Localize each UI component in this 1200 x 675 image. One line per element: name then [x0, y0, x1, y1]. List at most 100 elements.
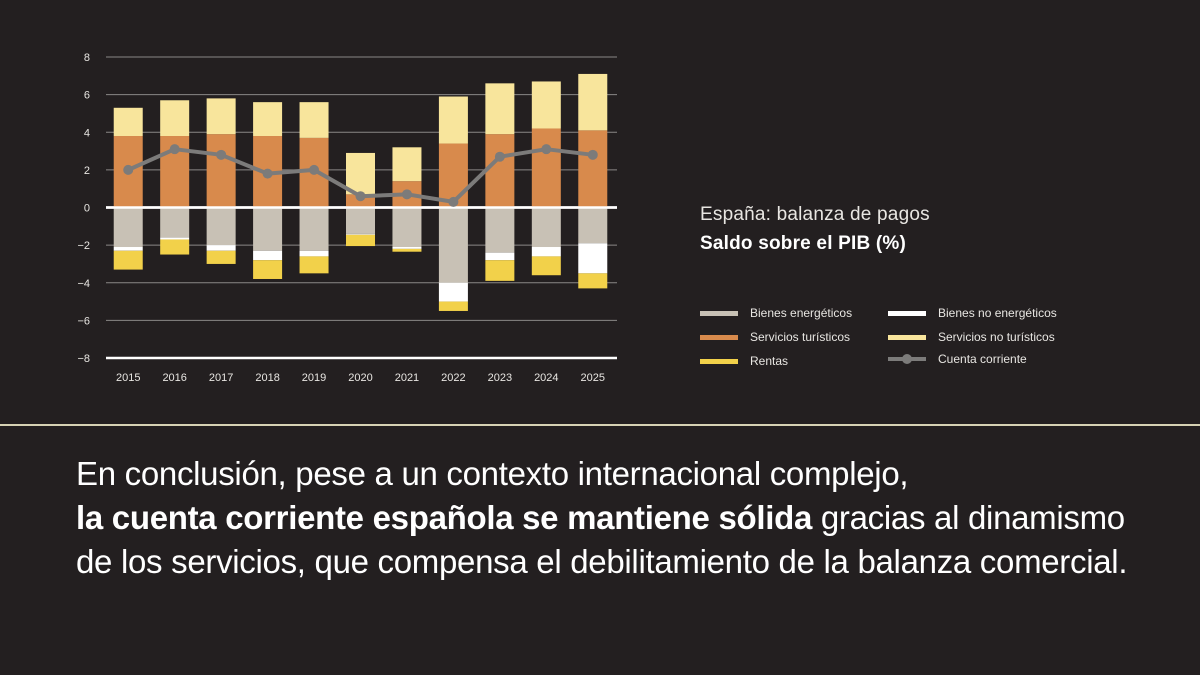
- chart-subtitle: Saldo sobre el PIB (%): [700, 233, 907, 254]
- bar-servicios-no-tur-sticos-2015: [113, 107, 143, 137]
- bar-bienes-energ-ticos-2025: [578, 207, 608, 244]
- bar-servicios-no-tur-sticos-2020: [346, 152, 375, 195]
- bar-rentas-2019: [299, 256, 329, 274]
- bar-servicios-no-tur-sticos-2018: [253, 102, 283, 137]
- bar-rentas-2021: [392, 248, 422, 252]
- bar-servicios-no-tur-sticos-2022: [438, 96, 468, 144]
- conclusion-part1: En conclusión, pese a un contexto intern…: [76, 455, 909, 492]
- x-tick-label: 2023: [488, 372, 512, 384]
- point-cuenta-corriente-2018: [262, 168, 273, 179]
- y-tick-label: −6: [77, 315, 90, 327]
- legend-swatch: [888, 334, 926, 340]
- bar-bienes-no-energ-ticos-2017: [206, 245, 236, 251]
- conclusion-text: En conclusión, pese a un contexto intern…: [76, 452, 1156, 584]
- y-tick-label: −2: [77, 240, 90, 252]
- legend-label: Cuenta corriente: [938, 352, 1027, 366]
- x-tick-label: 2019: [302, 372, 326, 384]
- bar-servicios-no-tur-sticos-2025: [578, 73, 608, 131]
- bar-rentas-2023: [485, 260, 515, 281]
- point-cuenta-corriente-2021: [401, 189, 412, 200]
- bar-servicios-tur-sticos-2017: [206, 134, 236, 208]
- bar-servicios-tur-sticos-2022: [438, 143, 468, 208]
- legend-item-servicios-turisticos: Servicios turísticos: [700, 330, 850, 344]
- legend-line-swatch: [888, 354, 926, 364]
- bar-servicios-no-tur-sticos-2024: [531, 81, 561, 129]
- legend-item-cuenta-corriente: Cuenta corriente: [888, 352, 1027, 366]
- legend-label: Rentas: [750, 354, 789, 368]
- bar-servicios-tur-sticos-2025: [578, 130, 608, 208]
- bar-bienes-no-energ-ticos-2016: [160, 237, 190, 240]
- separator-line: [0, 424, 1200, 426]
- balance-chart: 8 6 4 2 0 −2 −4 −6 −8 2015 2016 2017 2018 2019 2020 202…: [77, 52, 617, 384]
- bar-servicios-no-tur-sticos-2019: [299, 102, 329, 138]
- bar-rentas-2016: [160, 239, 190, 255]
- point-cuenta-corriente-2020: [355, 191, 366, 202]
- bar-rentas-2024: [531, 256, 561, 276]
- y-tick-label: −8: [77, 353, 90, 365]
- bar-bienes-energ-ticos-2017: [206, 207, 236, 246]
- y-tick-label: 0: [84, 203, 90, 215]
- x-tick-label: 2024: [534, 372, 558, 384]
- bar-rentas-2017: [206, 250, 236, 264]
- x-tick-label: 2020: [348, 372, 372, 384]
- bar-bienes-energ-ticos-2016: [160, 207, 190, 238]
- legend-swatch: [700, 310, 738, 316]
- bar-rentas-2025: [578, 273, 608, 289]
- bar-bienes-no-energ-ticos-2018: [253, 250, 283, 261]
- x-tick-label: 2016: [162, 372, 186, 384]
- legend-label: Bienes energéticos: [750, 306, 853, 320]
- bar-bienes-no-energ-ticos-2022: [438, 282, 468, 302]
- legend-swatch: [700, 334, 738, 340]
- bar-bienes-no-energ-ticos-2019: [299, 250, 329, 257]
- bar-rentas-2018: [253, 260, 283, 279]
- bar-bienes-energ-ticos-2015: [113, 207, 143, 248]
- y-tick-label: 6: [84, 90, 90, 102]
- bar-bienes-energ-ticos-2018: [253, 207, 283, 251]
- x-tick-label: 2018: [255, 372, 279, 384]
- y-tick-label: 2: [84, 165, 90, 177]
- bar-bienes-no-energ-ticos-2015: [113, 247, 143, 251]
- bar-servicios-no-tur-sticos-2021: [392, 147, 422, 182]
- bar-servicios-no-tur-sticos-2023: [485, 83, 515, 135]
- x-tick-label: 2025: [581, 372, 605, 384]
- bar-bienes-no-energ-ticos-2023: [485, 252, 515, 261]
- bar-bienes-energ-ticos-2019: [299, 207, 329, 251]
- bar-bienes-energ-ticos-2022: [438, 207, 468, 283]
- legend-label: Bienes no energéticos: [938, 306, 1057, 320]
- y-tick-label: 4: [84, 127, 90, 139]
- bar-rentas-2022: [438, 301, 468, 311]
- legend-item-rentas: Rentas: [700, 354, 788, 368]
- bar-servicios-no-tur-sticos-2017: [206, 98, 236, 135]
- point-cuenta-corriente-2016: [169, 144, 180, 155]
- legend-swatch: [700, 358, 738, 364]
- bar-bienes-no-energ-ticos-2021: [392, 247, 422, 249]
- bar-bienes-energ-ticos-2024: [531, 207, 561, 248]
- conclusion-part2: gracias al dinamismo de los servicios, q…: [76, 499, 1128, 580]
- legend-item-bienes-energeticos: Bienes energéticos: [700, 306, 852, 320]
- bar-rentas-2020: [346, 234, 375, 247]
- bar-bienes-energ-ticos-2021: [392, 207, 422, 248]
- x-tick-label: 2022: [441, 372, 465, 384]
- legend-item-servicios-no-turisticos: Servicios no turísticos: [888, 330, 1055, 344]
- bar-bienes-no-energ-ticos-2025: [578, 243, 608, 274]
- conclusion-bold: la cuenta corriente española se mantiene…: [76, 499, 813, 536]
- point-cuenta-corriente-2015: [123, 164, 134, 175]
- x-tick-label: 2017: [209, 372, 233, 384]
- point-cuenta-corriente-2025: [587, 149, 598, 160]
- legend-label: Servicios turísticos: [750, 330, 851, 344]
- bar-servicios-no-tur-sticos-2016: [160, 100, 190, 137]
- bar-servicios-tur-sticos-2024: [531, 128, 561, 208]
- x-tick-label: 2021: [395, 372, 419, 384]
- point-cuenta-corriente-2022: [448, 196, 459, 207]
- x-tick-label: 2015: [116, 372, 140, 384]
- bar-bienes-energ-ticos-2023: [485, 207, 515, 253]
- point-cuenta-corriente-2019: [309, 164, 320, 175]
- bar-bienes-no-energ-ticos-2024: [531, 247, 561, 257]
- bar-bienes-no-energ-ticos-2020: [346, 233, 375, 235]
- legend-swatch: [888, 310, 926, 316]
- point-cuenta-corriente-2023: [494, 151, 505, 162]
- legend-item-bienes-no-energeticos: Bienes no energéticos: [888, 306, 1057, 320]
- bar-servicios-tur-sticos-2023: [485, 134, 515, 208]
- chart-title-block: España: balanza de pagos Saldo sobre el …: [700, 204, 930, 255]
- y-tick-label: 8: [84, 52, 90, 64]
